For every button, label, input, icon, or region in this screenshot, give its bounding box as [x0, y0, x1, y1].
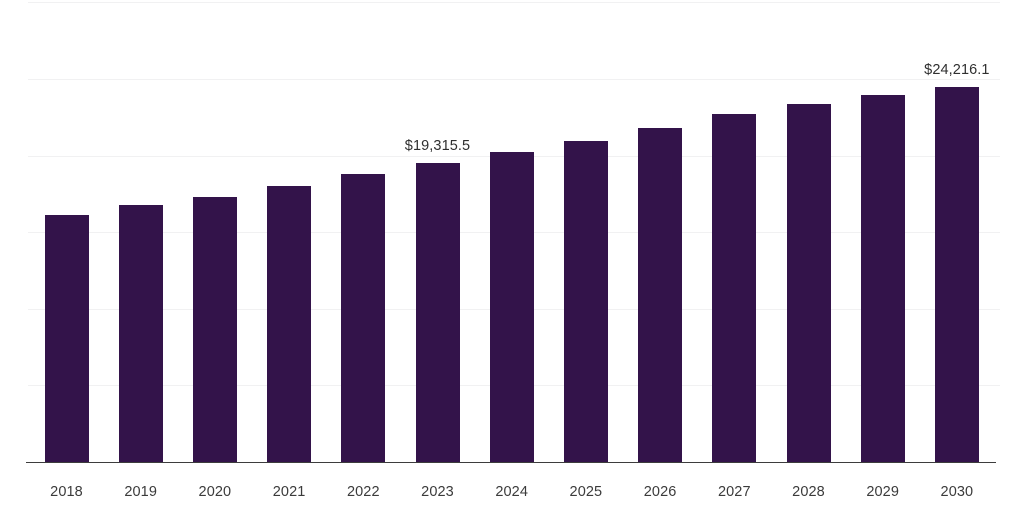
x-tick-label-2023: 2023 — [421, 484, 454, 500]
x-tick-label-2026: 2026 — [643, 484, 677, 500]
x-tick-label-2030: 2030 — [940, 484, 974, 500]
bar-2028[interactable] — [786, 103, 831, 462]
bar-2026[interactable] — [638, 127, 683, 462]
bar-2018[interactable] — [44, 214, 89, 462]
gridline — [28, 79, 1000, 80]
x-axis-line — [26, 461, 996, 463]
x-tick-label-2021: 2021 — [272, 484, 306, 500]
x-tick-label-2029: 2029 — [866, 484, 900, 500]
bar-2029[interactable] — [860, 94, 905, 462]
bar-2019[interactable] — [118, 204, 163, 462]
x-tick-label-2027: 2027 — [717, 484, 751, 500]
bar-value-label-2023: $19,315.5 — [404, 137, 471, 154]
x-tick-label-2024: 2024 — [495, 484, 529, 500]
gridline — [28, 2, 1000, 4]
bar-value-label-2030: $24,216.1 — [924, 61, 990, 78]
bar-2023[interactable] — [415, 162, 460, 462]
x-axis-labels: 2018 2019 2020 2021 2022 2023 2024 2025 2026 2027… — [0, 484, 1024, 506]
x-tick-label-2028: 2028 — [792, 484, 825, 500]
x-tick-label-2019: 2019 — [124, 484, 158, 500]
bar-2022[interactable] — [341, 173, 386, 462]
x-tick-label-2020: 2020 — [198, 484, 232, 500]
x-tick-label-2018: 2018 — [50, 484, 83, 500]
plot-area: $19,315.5 $24,216.1 — [44, 61, 990, 462]
bar-2020[interactable] — [192, 196, 237, 462]
bar-2030[interactable] — [934, 86, 979, 462]
bar-2024[interactable] — [489, 151, 534, 462]
x-tick-label-2025: 2025 — [569, 484, 603, 500]
x-tick-label-2022: 2022 — [346, 484, 380, 500]
bar-2027[interactable] — [712, 113, 757, 462]
bar-2025[interactable] — [563, 140, 608, 462]
bar-2021[interactable] — [267, 185, 312, 462]
